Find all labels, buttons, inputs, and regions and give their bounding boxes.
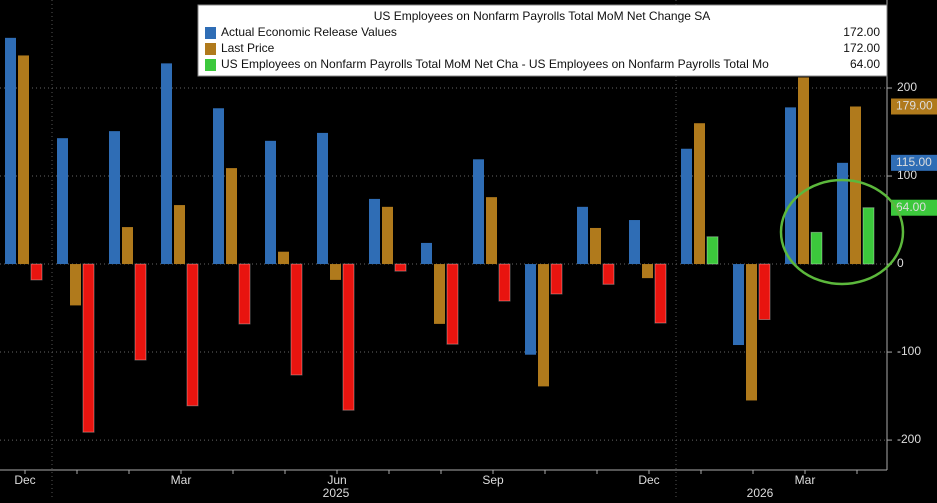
- bar: [577, 206, 588, 265]
- legend: US Employees on Nonfarm Payrolls Total M…: [197, 4, 888, 77]
- x-tick-label: Dec: [638, 473, 659, 487]
- bar: [421, 242, 432, 265]
- bar: [317, 132, 328, 265]
- bar: [473, 159, 484, 265]
- bar: [57, 138, 68, 265]
- legend-swatch: [205, 59, 216, 71]
- bar: [590, 227, 601, 265]
- bar: [446, 263, 459, 345]
- bar: [862, 207, 875, 265]
- bar: [733, 264, 744, 346]
- bar: [706, 236, 719, 265]
- bar: [525, 264, 536, 355]
- x-tick-label: Jun: [327, 473, 346, 487]
- value-tag: [891, 154, 937, 171]
- bar: [498, 263, 511, 302]
- value-tag: [891, 199, 937, 216]
- value-label: 115.00: [896, 155, 932, 169]
- bar: [850, 106, 861, 265]
- bar: [758, 263, 771, 320]
- legend-value: 64.00: [850, 57, 880, 71]
- bar: [681, 148, 692, 265]
- y-tick-label: 0: [897, 256, 904, 270]
- value-tag: [891, 98, 937, 115]
- x-tick-label: Sep: [482, 473, 504, 487]
- legend-value: 172.00: [843, 41, 880, 55]
- x-tick-label: Mar: [171, 473, 192, 487]
- bar: [798, 77, 809, 265]
- y-tick-label: 200: [897, 80, 917, 94]
- bar: [538, 264, 549, 387]
- bar: [694, 123, 705, 265]
- bar: [186, 263, 199, 407]
- bar: [82, 263, 95, 433]
- legend-label: US Employees on Nonfarm Payrolls Total M…: [221, 57, 769, 71]
- y-tick-label: 100: [897, 168, 917, 182]
- bar: [550, 263, 563, 295]
- legend-swatch: [205, 27, 216, 39]
- bar: [174, 205, 185, 265]
- y-tick-label: -100: [897, 344, 921, 358]
- bar: [342, 263, 355, 411]
- value-label: 179.00: [896, 99, 933, 113]
- highlight-circle: [779, 178, 905, 286]
- bar: [30, 263, 43, 281]
- bar: [382, 206, 393, 265]
- bar: [226, 168, 237, 265]
- bar: [837, 162, 848, 265]
- bar: [134, 263, 147, 361]
- bar: [122, 227, 133, 265]
- bar: [810, 231, 823, 265]
- bar: [785, 107, 796, 265]
- legend-value: 172.00: [843, 25, 880, 39]
- bar: [602, 263, 615, 285]
- bar: [18, 55, 29, 265]
- bar: [70, 264, 81, 306]
- bar: [5, 37, 16, 265]
- year-label: 2025: [323, 486, 350, 500]
- legend-box: [197, 4, 888, 77]
- x-tick-label: Dec: [14, 473, 35, 487]
- legend-label: Actual Economic Release Values: [221, 25, 397, 39]
- bar: [265, 140, 276, 265]
- value-label: 64.00: [896, 200, 926, 214]
- bar: [109, 131, 120, 265]
- bar: [434, 264, 445, 324]
- bar: [330, 264, 341, 280]
- bar: [486, 197, 497, 265]
- bar: [290, 263, 303, 376]
- bar: [394, 263, 407, 272]
- bar: [642, 264, 653, 279]
- bar: [213, 108, 224, 265]
- year-label: 2026: [747, 486, 774, 500]
- bar: [629, 220, 640, 265]
- bar: [746, 264, 757, 401]
- legend-label: Last Price: [221, 41, 275, 55]
- y-tick-label: -200: [897, 432, 921, 446]
- bar: [369, 198, 380, 265]
- bar: [278, 251, 289, 265]
- bar: [654, 263, 667, 324]
- x-tick-label: Mar: [795, 473, 816, 487]
- bar: [238, 263, 251, 325]
- chart-title: US Employees on Nonfarm Payrolls Total M…: [374, 9, 711, 23]
- legend-swatch: [205, 43, 216, 55]
- bar: [161, 63, 172, 265]
